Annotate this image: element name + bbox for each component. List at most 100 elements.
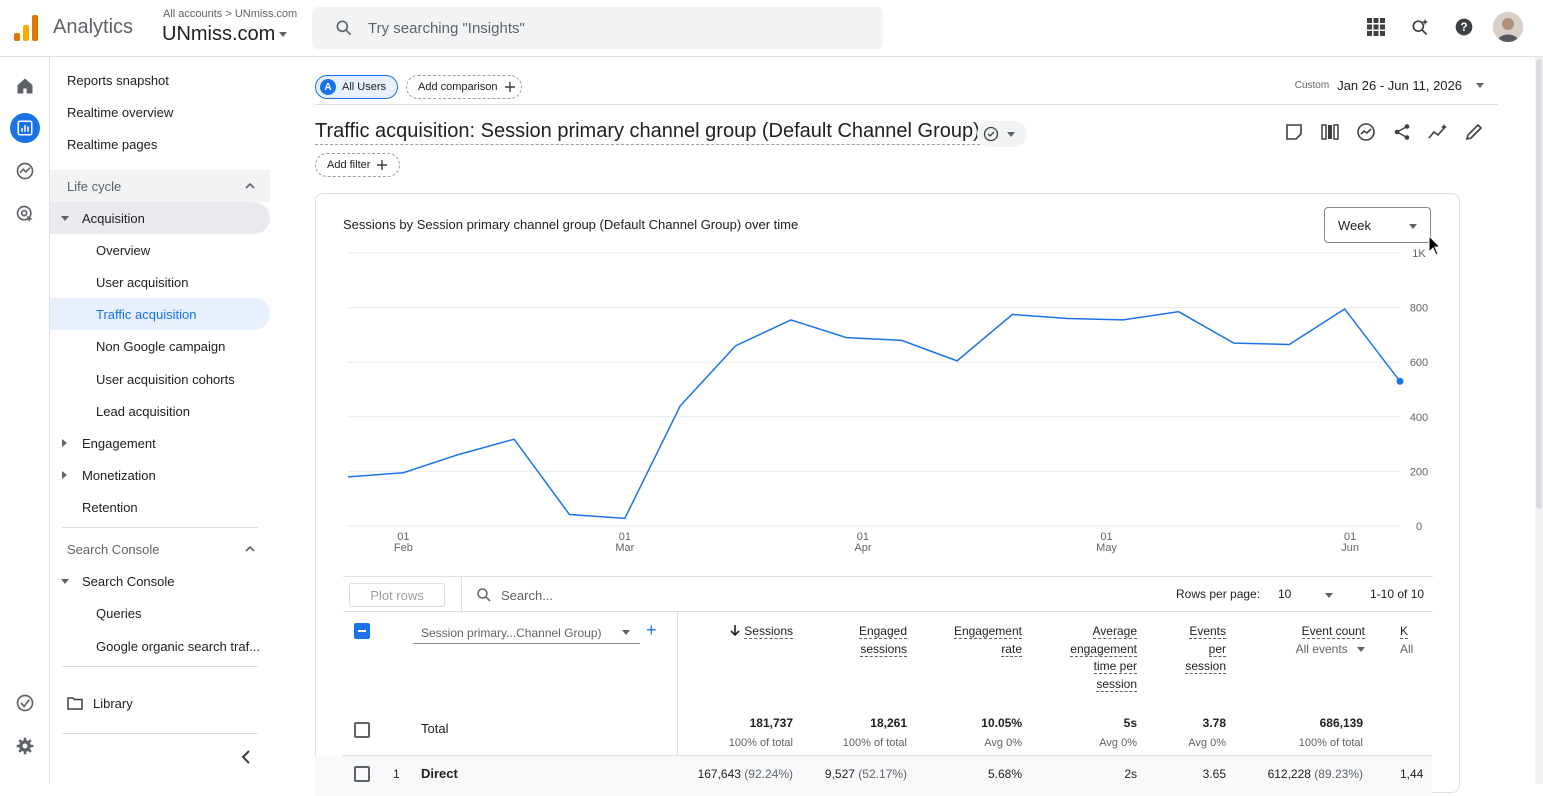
scrollbar-thumb[interactable]: [1536, 59, 1542, 509]
nav-acquisition[interactable]: Acquisition: [50, 202, 270, 234]
nav-queries[interactable]: Queries: [96, 605, 142, 621]
chevron-up-icon: [245, 182, 255, 189]
rows-per-page-select[interactable]: 10: [1278, 587, 1333, 601]
add-comparison-label: Add comparison: [418, 81, 498, 93]
folder-icon: [67, 697, 83, 710]
date-range-value: Jan 26 - Jun 11, 2026: [1337, 78, 1462, 93]
nav-lead-acquisition[interactable]: Lead acquisition: [96, 403, 190, 419]
nav-engagement[interactable]: Engagement: [50, 427, 270, 459]
add-filter-button[interactable]: Add filter: [315, 153, 400, 177]
total-row-checkbox[interactable]: [354, 722, 370, 738]
column-header-event-count[interactable]: Event count All events: [1250, 623, 1365, 658]
column-header-sessions[interactable]: Sessions: [715, 623, 793, 641]
granularity-select[interactable]: Week: [1324, 207, 1431, 243]
event-filter-select[interactable]: All events: [1296, 642, 1365, 656]
section-lifecycle[interactable]: Life cycle: [50, 170, 270, 202]
check-circle-icon: [983, 126, 999, 142]
edit-pencil-icon[interactable]: [1463, 121, 1485, 143]
column-header-avg-engagement-time[interactable]: Average engagement time per session: [1040, 623, 1137, 693]
sessions-header-label: Sessions: [744, 624, 793, 639]
explore-icon[interactable]: [10, 156, 40, 186]
total-value: 18,261: [870, 716, 907, 730]
checklist-icon[interactable]: [10, 688, 40, 718]
comparison-all-users-chip[interactable]: A All Users: [315, 75, 398, 99]
cell-value: 612,228: [1267, 767, 1311, 781]
search-icon: [477, 588, 491, 602]
date-custom-label: Custom: [1294, 80, 1330, 91]
nav-acq-overview[interactable]: Overview: [96, 242, 151, 258]
header-line: Average: [1092, 624, 1137, 639]
report-notes-icon[interactable]: [1283, 121, 1305, 143]
insights-search-icon[interactable]: [1405, 12, 1435, 42]
nav-realtime-pages[interactable]: Realtime pages: [67, 136, 158, 152]
nav-traffic-acquisition[interactable]: Traffic acquisition: [50, 298, 270, 330]
report-status-button[interactable]: [977, 121, 1027, 147]
x-tick-day-label: 01: [857, 531, 869, 543]
row-checkbox[interactable]: [354, 766, 370, 782]
admin-gear-icon[interactable]: [10, 731, 40, 761]
top-bar: Analytics All accounts > UNmiss.com UNmi…: [0, 0, 1543, 57]
dimension-select[interactable]: Session primary...Channel Group): [413, 622, 640, 644]
column-header-engagement-rate[interactable]: Engagement rate: [925, 623, 1022, 658]
plus-icon: [377, 160, 388, 170]
global-search-input[interactable]: [368, 7, 848, 49]
cell-value: 167,643: [697, 767, 741, 781]
column-header-engaged-sessions[interactable]: Engaged sessions: [815, 623, 907, 658]
table-vertical-divider: [677, 611, 678, 796]
granularity-value: Week: [1338, 217, 1371, 233]
trend-sparkle-icon[interactable]: [1427, 121, 1449, 143]
mouse-cursor-icon: [1428, 235, 1442, 256]
nav-monetization-label: Monetization: [82, 467, 156, 483]
account-selector[interactable]: UNmiss.com: [162, 23, 288, 46]
nav-reports-snapshot[interactable]: Reports snapshot: [67, 72, 169, 88]
row-event-count: 612,228 (89.23%): [1233, 767, 1363, 781]
header-line: Engagement: [953, 624, 1022, 639]
nav-realtime-overview[interactable]: Realtime overview: [67, 104, 174, 120]
insights-icon[interactable]: [1355, 121, 1377, 143]
advertising-icon[interactable]: [10, 199, 40, 229]
table-search-input[interactable]: [501, 583, 801, 607]
row-avg-time: 2s: [1124, 767, 1137, 781]
apps-grid-icon[interactable]: [1361, 12, 1391, 42]
avatar[interactable]: [1493, 12, 1523, 42]
page-title[interactable]: Traffic acquisition: Session primary cha…: [315, 120, 980, 145]
add-dimension-button[interactable]: +: [646, 620, 657, 640]
table-row[interactable]: 1 Direct 167,643 (92.24%) 9,527 (52.17%)…: [315, 756, 1432, 796]
column-header-events-per-session[interactable]: Events per session: [1155, 623, 1226, 676]
plot-rows-button[interactable]: Plot rows: [349, 583, 445, 607]
global-search[interactable]: [312, 7, 883, 49]
home-icon[interactable]: [10, 71, 40, 101]
account-breadcrumb[interactable]: All accounts > UNmiss.com: [163, 8, 298, 20]
nav-monetization[interactable]: Monetization: [50, 459, 270, 491]
svg-text:?: ?: [1460, 21, 1467, 34]
nav-non-google-campaign[interactable]: Non Google campaign: [96, 338, 226, 354]
add-comparison-button[interactable]: Add comparison: [406, 75, 522, 99]
nav-retention[interactable]: Retention: [82, 499, 138, 515]
reports-icon[interactable]: [10, 113, 40, 143]
nav-user-acquisition-cohorts[interactable]: User acquisition cohorts: [96, 371, 235, 387]
nav-google-organic-search[interactable]: Google organic search traf...: [96, 638, 261, 654]
select-all-checkbox[interactable]: [354, 623, 370, 639]
section-search-console[interactable]: Search Console: [50, 533, 270, 565]
date-range-picker[interactable]: Custom Jan 26 - Jun 11, 2026: [1295, 78, 1484, 93]
account-name: UNmiss.com: [162, 23, 276, 45]
dimension-label: Session primary...Channel Group): [421, 625, 602, 640]
nav-library[interactable]: Library: [50, 687, 270, 719]
x-tick-day-label: 01: [619, 531, 631, 543]
help-icon[interactable]: ?: [1449, 12, 1479, 42]
chevron-up-icon: [245, 545, 255, 552]
x-tick-day-label: 01: [397, 531, 409, 543]
column-header-key-events[interactable]: K All: [1400, 623, 1430, 658]
analytics-logo-icon[interactable]: [14, 15, 38, 41]
collapse-nav-icon[interactable]: [240, 750, 252, 764]
share-icon[interactable]: [1391, 121, 1413, 143]
nav-user-acquisition[interactable]: User acquisition: [96, 274, 189, 290]
all-users-letter-badge: A: [320, 79, 336, 95]
nav-search-console[interactable]: Search Console: [50, 565, 270, 597]
total-value: 5s: [1123, 716, 1137, 730]
compare-columns-icon[interactable]: [1319, 121, 1341, 143]
series-line: [347, 307, 1401, 520]
y-tick-label: 200: [1410, 466, 1428, 478]
page-scrollbar[interactable]: [1535, 57, 1543, 784]
